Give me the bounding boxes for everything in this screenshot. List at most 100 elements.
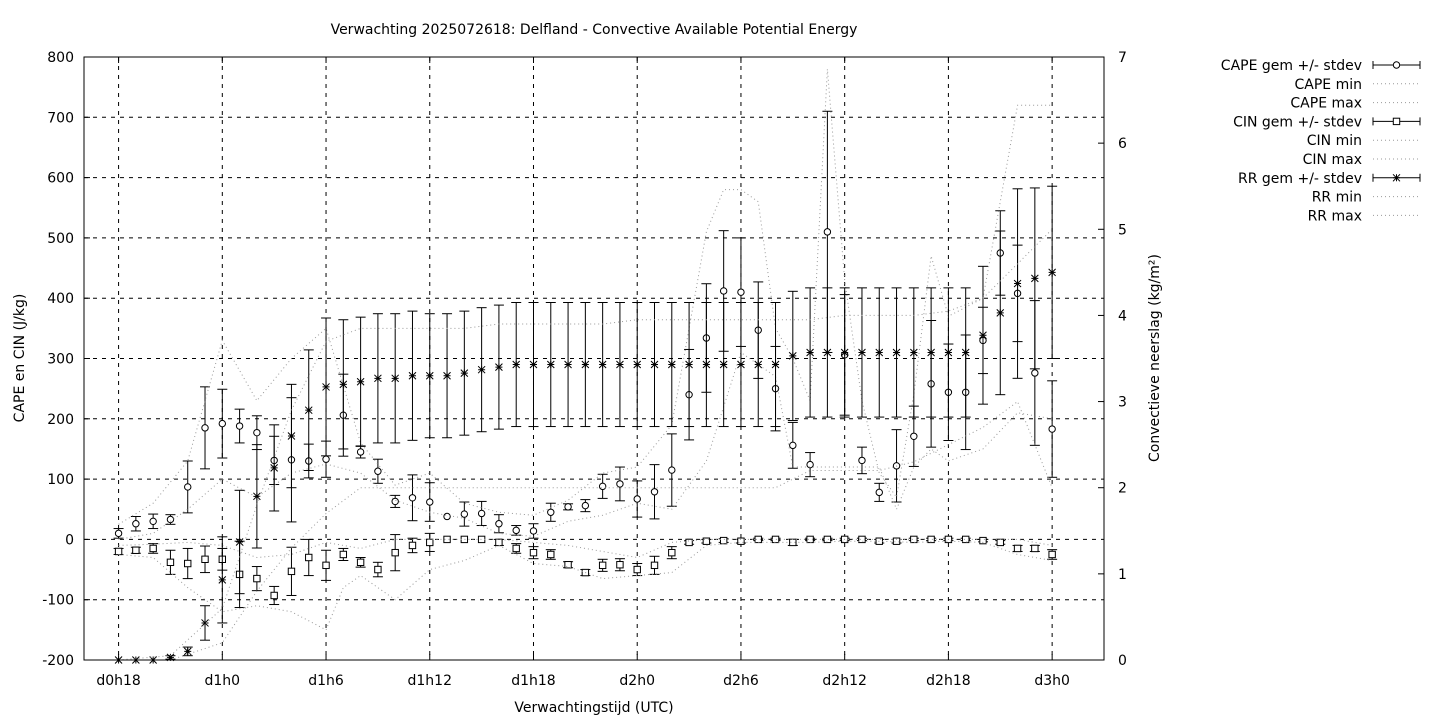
legend-label: CIN min <box>1307 133 1362 149</box>
x-tick-label: d3h0 <box>1034 673 1070 689</box>
grid <box>84 57 1104 660</box>
data-point <box>356 448 365 456</box>
y2-tick-label: 4 <box>1118 308 1127 324</box>
y2-tick-label: 5 <box>1118 222 1127 238</box>
x-tick-label: d2h18 <box>926 673 970 689</box>
data-point <box>564 360 572 369</box>
series-layer <box>113 69 1058 664</box>
data-point <box>564 503 572 511</box>
data-point <box>529 360 538 369</box>
data-point <box>305 553 313 562</box>
data-point <box>616 561 624 569</box>
series-line <box>118 69 1053 525</box>
data-point <box>495 520 503 528</box>
data-point <box>823 535 832 544</box>
series-line <box>118 538 1053 559</box>
x-tick-label: d1h18 <box>511 673 555 689</box>
data-point <box>616 480 624 488</box>
data-point <box>771 360 780 369</box>
data-point <box>719 536 728 545</box>
data-point <box>823 228 832 236</box>
data-point <box>322 383 330 391</box>
data-point <box>892 348 901 357</box>
data-point <box>909 348 918 357</box>
data-point <box>149 544 157 553</box>
data-point <box>806 535 814 544</box>
data-point <box>374 374 382 383</box>
series-4 <box>118 540 1053 631</box>
data-point <box>374 467 382 475</box>
data-point <box>443 371 451 380</box>
data-point <box>270 591 278 600</box>
data-point <box>477 365 486 374</box>
data-point <box>132 546 140 554</box>
y-tick-label: 100 <box>47 472 74 488</box>
data-point <box>789 441 797 450</box>
data-point <box>1031 369 1039 377</box>
data-point <box>166 653 175 662</box>
data-point <box>529 527 538 535</box>
data-point <box>961 348 970 357</box>
y-tick-label: 500 <box>47 231 74 247</box>
series-6 <box>114 185 1058 664</box>
data-point <box>840 348 849 357</box>
legend-label: CAPE max <box>1290 96 1362 112</box>
x-tick-label: d1h0 <box>205 673 241 689</box>
x-tick-label: d0h18 <box>96 673 140 689</box>
x-tick-label: d2h12 <box>822 673 866 689</box>
data-point <box>650 561 659 570</box>
data-point <box>927 348 935 357</box>
data-point <box>218 419 227 428</box>
data-point <box>650 488 659 496</box>
y2-tick-label: 1 <box>1118 567 1127 583</box>
data-point <box>598 360 607 369</box>
data-point <box>339 550 348 559</box>
data-point <box>374 565 382 574</box>
data-point <box>685 360 693 369</box>
data-point <box>391 374 400 383</box>
data-point <box>322 561 330 570</box>
data-point <box>426 498 434 506</box>
data-point <box>1013 279 1022 288</box>
y-tick-label: -100 <box>42 593 74 609</box>
data-point <box>823 348 832 357</box>
legend-marker <box>1392 61 1401 69</box>
legend: CAPE gem +/- stdev CAPE min CAPE max CIN ge… <box>1221 58 1421 224</box>
data-point <box>702 537 711 545</box>
data-point <box>235 422 244 430</box>
data-point <box>1031 544 1039 553</box>
data-point <box>512 526 520 535</box>
data-point <box>201 424 209 432</box>
data-point <box>581 501 590 510</box>
data-point <box>460 510 469 518</box>
data-point <box>114 547 123 556</box>
series-line <box>118 228 1053 661</box>
data-point <box>443 512 451 521</box>
data-point <box>858 535 866 544</box>
data-point <box>858 456 866 465</box>
data-point <box>944 348 953 357</box>
data-point <box>996 538 1004 547</box>
y-tick-label: 200 <box>47 412 74 428</box>
data-point <box>443 535 451 544</box>
legend-label: RR gem +/- stdev <box>1238 171 1362 187</box>
data-point <box>426 538 434 547</box>
x-tick-label: d1h12 <box>408 673 452 689</box>
data-point <box>633 360 642 369</box>
data-point <box>149 517 157 526</box>
data-point <box>737 360 745 369</box>
data-point <box>408 494 417 502</box>
data-point <box>685 538 693 547</box>
data-point <box>253 574 261 583</box>
data-point <box>356 558 365 567</box>
data-point <box>425 371 434 380</box>
data-point <box>633 565 641 574</box>
data-point <box>1048 268 1056 277</box>
data-point <box>460 369 469 377</box>
x-tick-label: d1h6 <box>308 673 344 689</box>
data-point <box>495 363 503 371</box>
y2-tick-label: 6 <box>1118 136 1127 152</box>
series-7 <box>118 400 1053 661</box>
data-point <box>875 348 884 357</box>
data-point <box>270 464 279 472</box>
